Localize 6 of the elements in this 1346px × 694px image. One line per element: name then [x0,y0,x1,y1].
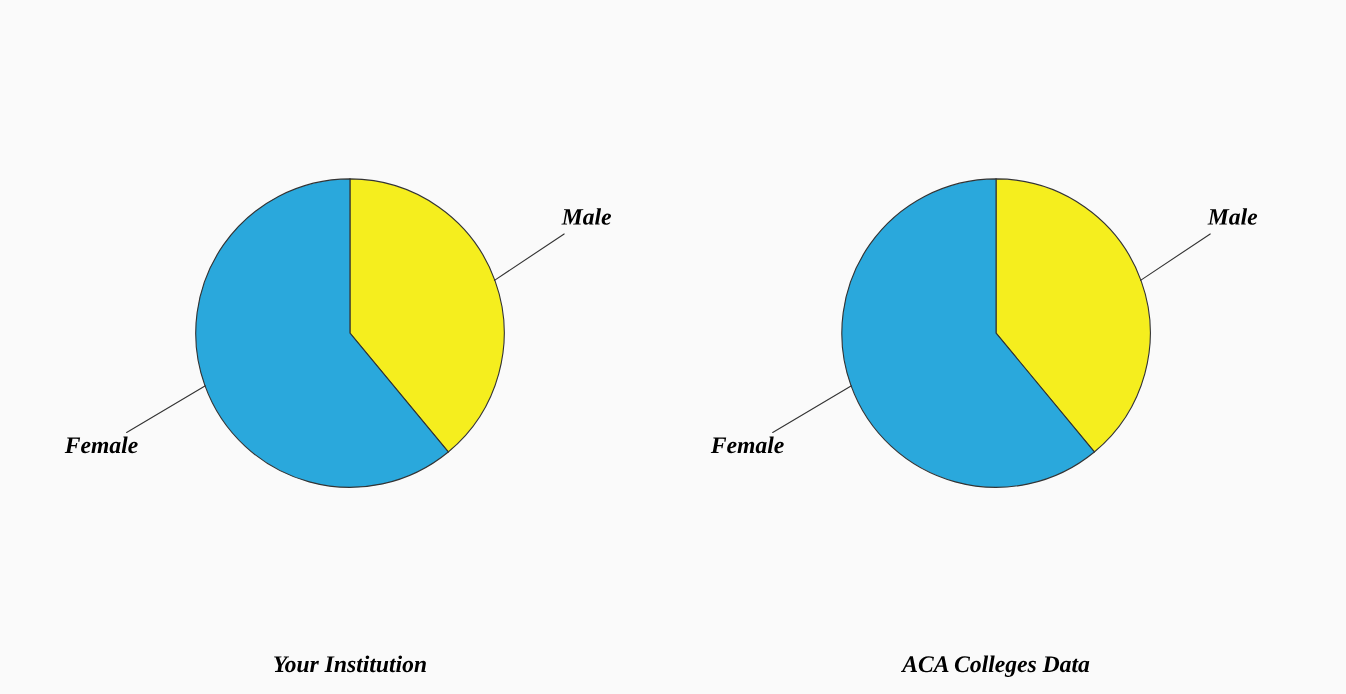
slice-label: Male [1207,208,1258,225]
slice-label: Female [710,436,784,454]
text: Your Institution [274,655,426,673]
text: ACA Colleges Data [901,655,1090,677]
slice-label: Male [561,208,612,225]
slice-label: Female [64,436,138,454]
